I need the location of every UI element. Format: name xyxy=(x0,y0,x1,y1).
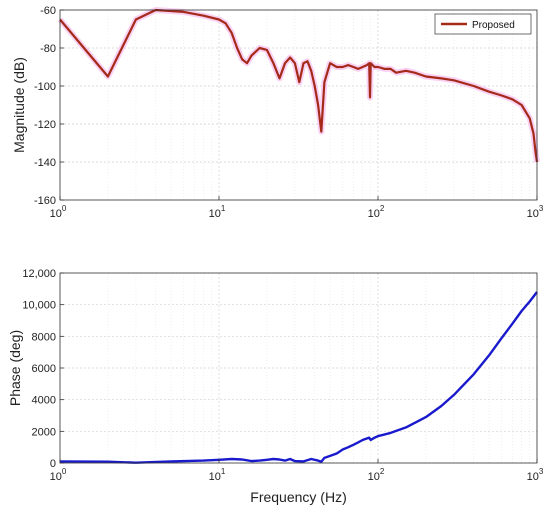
magnitude-y-tick-label: -100 xyxy=(34,81,56,93)
magnitude-x-tick-label: 103 xyxy=(527,204,544,220)
legend-box xyxy=(434,13,532,35)
magnitude-x-tick-label: 100 xyxy=(50,204,67,220)
phase-x-axis-label: Frequency (Hz) xyxy=(250,489,346,505)
magnitude-x-tick-label: 101 xyxy=(209,204,226,220)
phase-y-tick-label: 2000 xyxy=(32,426,56,438)
legend-entry-label: Proposed xyxy=(472,20,515,31)
magnitude-legend: Proposed xyxy=(434,13,532,35)
phase-y-tick-label: 4000 xyxy=(32,395,56,407)
magnitude-axes-box xyxy=(59,9,538,201)
magnitude-y-tick-label: -140 xyxy=(34,157,56,169)
magnitude-y-tick-label: -160 xyxy=(34,195,56,207)
phase-y-tick-label: 8000 xyxy=(32,331,56,343)
phase-y-tick-label: 0 xyxy=(50,458,56,470)
phase-panel: 100 101 102 103 0 2000 4000 6000 8000 10,000 12,00… xyxy=(7,268,544,505)
phase-x-tick-label: 103 xyxy=(527,467,544,483)
phase-series-line-0 xyxy=(59,291,538,464)
magnitude-y-tick-label: -60 xyxy=(40,5,56,17)
phase-y-tick-label: 6000 xyxy=(32,363,56,375)
phase-x-tick-label: 100 xyxy=(50,467,67,483)
phase-y-axis-label: Phase (deg) xyxy=(7,330,23,406)
magnitude-y-axis-label: Magnitude (dB) xyxy=(11,57,27,153)
magnitude-panel: 100 101 102 103 -60 -80 -100 -120 -140 -160 Magnit… xyxy=(11,5,544,220)
phase-y-tick-label: 10,000 xyxy=(22,300,56,312)
phase-x-tick-label: 101 xyxy=(209,467,226,483)
magnitude-series-line-0 xyxy=(59,8,539,163)
magnitude-x-tick-label: 102 xyxy=(368,204,385,220)
phase-x-tick-label: 102 xyxy=(368,467,385,483)
phase-y-tick-label: 12,000 xyxy=(22,268,56,280)
magnitude-y-tick-label: -120 xyxy=(34,119,56,131)
magnitude-plot-area xyxy=(60,10,537,200)
magnitude-y-tick-label: -80 xyxy=(40,43,56,55)
